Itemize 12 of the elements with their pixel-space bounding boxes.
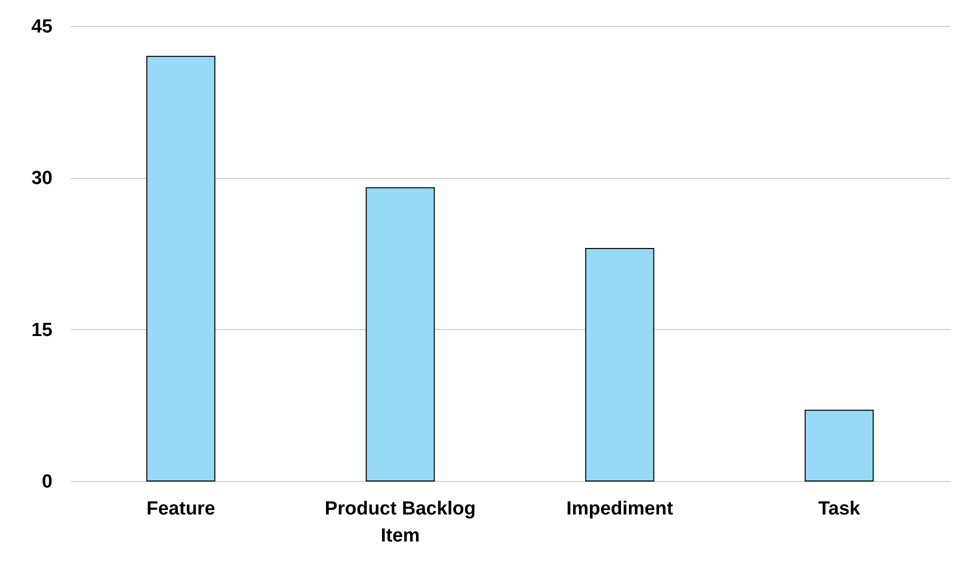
y-tick-label: 0: [42, 472, 52, 492]
x-tick-label: Task: [818, 498, 861, 520]
y-tick-label: 45: [31, 16, 53, 38]
x-tick-label: Impediment: [566, 498, 674, 520]
x-tick-label: Feature: [146, 498, 216, 520]
x-tick-label: Product Backlog Item: [324, 498, 476, 546]
bar: [146, 56, 216, 482]
bar: [366, 187, 435, 482]
bar: [804, 410, 874, 482]
y-tick-label: 30: [31, 168, 52, 190]
y-tick-label: 15: [31, 320, 53, 341]
bar: [585, 248, 654, 482]
